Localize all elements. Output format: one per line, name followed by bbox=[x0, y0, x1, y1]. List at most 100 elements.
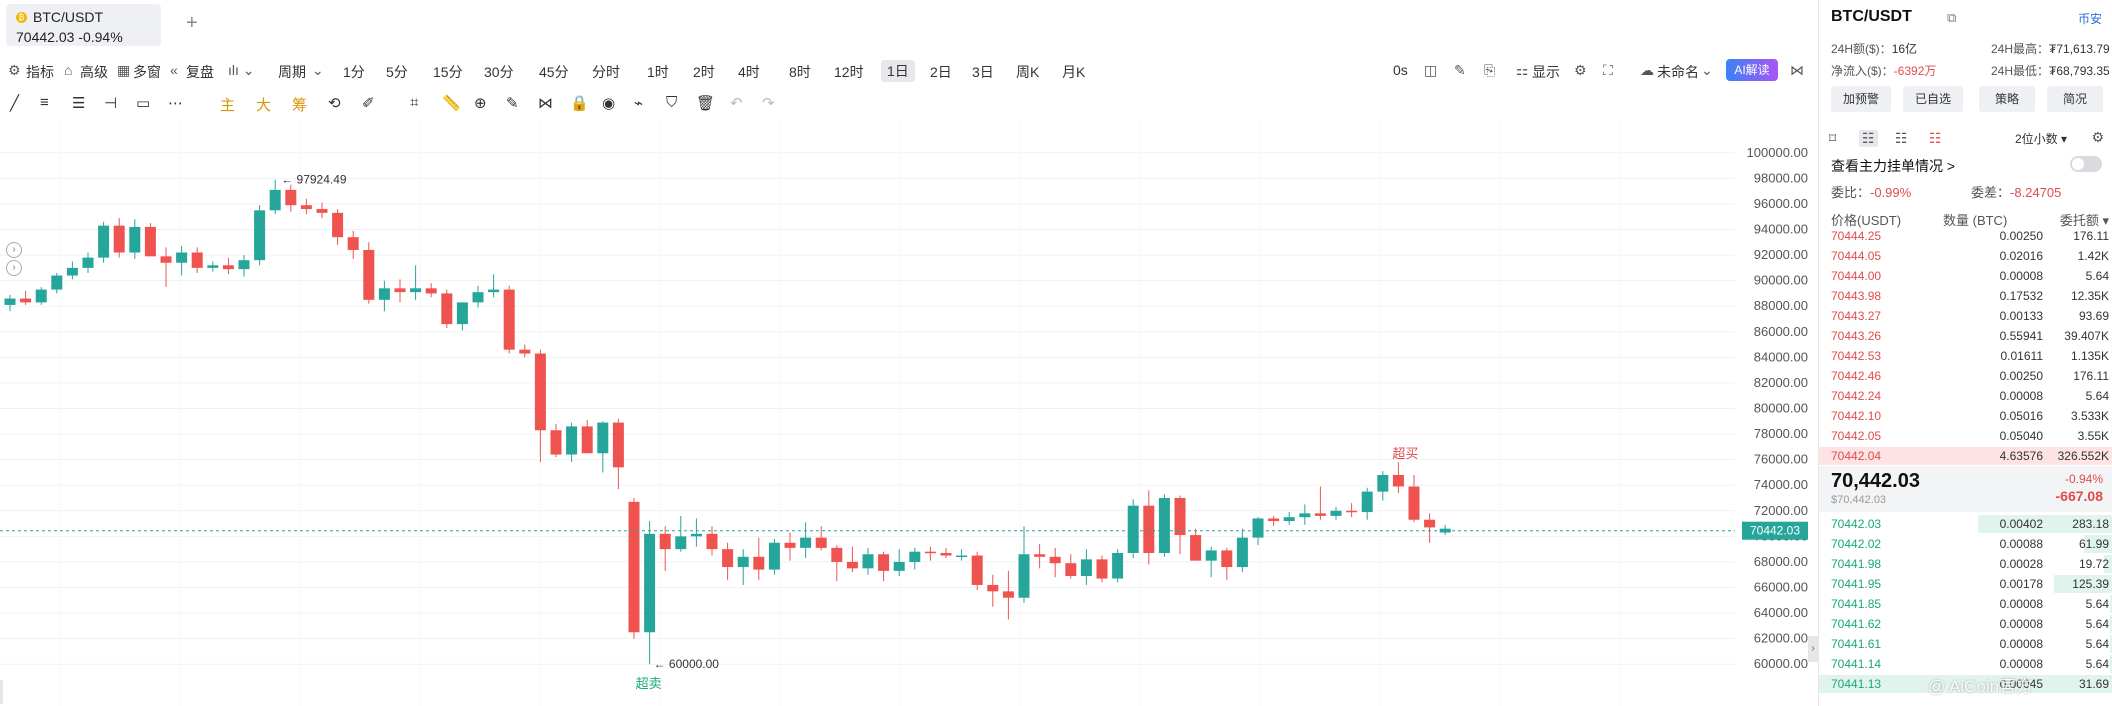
ai-analysis-button[interactable]: AI解读 bbox=[1726, 59, 1778, 81]
fullscreen-icon[interactable]: ⛶ bbox=[1603, 62, 1613, 78]
copy-icon[interactable]: ⧉ bbox=[1947, 10, 1957, 25]
undo-icon[interactable]: ↶ bbox=[730, 95, 743, 112]
bid-row[interactable]: 70441.85 0.00008 5.64 bbox=[1819, 594, 2112, 614]
candle-body bbox=[1080, 559, 1092, 576]
interval-3[interactable]: 30分 bbox=[484, 64, 514, 80]
interval-8[interactable]: 4时 bbox=[738, 64, 760, 80]
link-icon[interactable]: ⌁ bbox=[634, 95, 644, 112]
brush-icon[interactable]: ✎ bbox=[506, 95, 519, 112]
ruler-icon[interactable]: 📏 bbox=[442, 95, 461, 112]
pencil-icon[interactable]: ✎ bbox=[1454, 62, 1466, 78]
crop-icon[interactable]: ⌗ bbox=[410, 94, 419, 111]
filter-icon[interactable]: ⛉ bbox=[666, 94, 678, 111]
overview-button[interactable]: 简况 bbox=[2047, 86, 2103, 112]
interval-4[interactable]: 45分 bbox=[539, 64, 569, 80]
ask-row[interactable]: 70442.53 0.01611 1.135K bbox=[1819, 346, 2112, 366]
camera-icon[interactable]: ◫ bbox=[1424, 62, 1438, 78]
bid-row[interactable]: 70442.03 0.00402 283.18 bbox=[1819, 514, 2112, 534]
candlestick-chart[interactable]: 100000.00 98000.00 96000.00 94000.00 92000.0… bbox=[0, 120, 1818, 706]
gear-icon[interactable]: ⚙ bbox=[2091, 129, 2104, 145]
interval-1[interactable]: 5分 bbox=[386, 64, 408, 80]
add-tab-button[interactable]: + bbox=[186, 12, 198, 34]
magnet-icon[interactable]: ⊕ bbox=[474, 95, 487, 112]
watchlist-button[interactable]: 已自选 bbox=[1903, 86, 1963, 112]
bid-row[interactable]: 70441.13 0.00045 31.69 bbox=[1819, 674, 2112, 694]
orderbook-bids-icon[interactable]: ☷ bbox=[1895, 130, 1908, 146]
pattern-icon[interactable]: ⋈ bbox=[538, 95, 553, 112]
bid-row[interactable]: 70441.14 0.00008 5.64 bbox=[1819, 654, 2112, 674]
tab-btc-usdt[interactable]: ₿ BTC/USDT 70442.03 -0.94% bbox=[6, 4, 161, 46]
layout-name-dropdown[interactable]: 未命名 bbox=[1657, 64, 1699, 80]
ask-row[interactable]: 70444.00 0.00008 5.64 bbox=[1819, 266, 2112, 286]
interval-12[interactable]: 2日 bbox=[930, 64, 952, 80]
horizontal-ray-icon[interactable]: ⊣ bbox=[104, 95, 118, 112]
bid-row[interactable]: 70441.98 0.00028 19.72 bbox=[1819, 554, 2112, 574]
display-button[interactable]: 显示 bbox=[1532, 64, 1560, 80]
chat-icon[interactable]: ⌑ bbox=[1829, 130, 1837, 146]
redo-icon[interactable]: ↷ bbox=[762, 95, 775, 112]
main-force-orders-link[interactable]: 查看主力挂单情况 > bbox=[1831, 158, 1956, 174]
sync-icon[interactable]: ⟲ bbox=[328, 95, 341, 112]
more-tools-icon[interactable]: ⋯ bbox=[168, 95, 183, 112]
lock-icon[interactable]: 🔒 bbox=[570, 95, 589, 112]
settings-icon[interactable]: ⚙ bbox=[1574, 62, 1587, 78]
total-column-header[interactable]: 委托额 ▾ bbox=[2059, 213, 2109, 228]
horizontal-lines-icon[interactable]: ☰ bbox=[72, 95, 86, 112]
interval-7[interactable]: 2时 bbox=[693, 64, 715, 80]
interval-11[interactable]: 1日 bbox=[881, 60, 915, 82]
chart-type-icon[interactable]: ılı ⌄ bbox=[228, 62, 255, 78]
ask-row[interactable]: 70442.24 0.00008 5.64 bbox=[1819, 386, 2112, 406]
add-alert-button[interactable]: 加预警 bbox=[1831, 86, 1891, 112]
candle-body bbox=[753, 556, 765, 570]
draw-toggle-icon[interactable]: ✐ bbox=[362, 95, 375, 112]
eye-icon[interactable]: ◉ bbox=[602, 95, 616, 112]
line-tool-icon[interactable]: ╱ bbox=[10, 95, 20, 112]
multi-window-button[interactable]: 多窗 bbox=[133, 64, 161, 80]
orderbook-both-icon[interactable]: ☷ bbox=[1859, 130, 1878, 147]
interval-6[interactable]: 1时 bbox=[647, 64, 669, 80]
orderbook-asks-icon[interactable]: ☷ bbox=[1929, 130, 1942, 146]
share-icon[interactable]: ⋈ bbox=[1790, 62, 1804, 78]
period-dropdown[interactable]: 周期 bbox=[278, 64, 306, 80]
ask-row[interactable]: 70444.05 0.02016 1.42K bbox=[1819, 246, 2112, 266]
ask-row[interactable]: 70442.46 0.00250 176.11 bbox=[1819, 366, 2112, 386]
interval-2[interactable]: 15分 bbox=[433, 64, 463, 80]
ask-row[interactable]: 70443.98 0.17532 12.35K bbox=[1819, 286, 2112, 306]
expand-icon[interactable]: › bbox=[6, 260, 22, 276]
interval-10[interactable]: 12时 bbox=[834, 64, 864, 80]
parallel-lines-icon[interactable]: ≡ bbox=[40, 94, 49, 111]
chip-distribution-button[interactable]: 筹 bbox=[292, 97, 308, 114]
interval-13[interactable]: 3日 bbox=[972, 64, 994, 80]
ask-row[interactable]: 70444.25 0.00250 176.11 bbox=[1819, 226, 2112, 246]
main-force-toggle[interactable] bbox=[2070, 156, 2102, 172]
ask-row[interactable]: 70442.05 0.05040 3.55K bbox=[1819, 426, 2112, 446]
interval-5[interactable]: 分时 bbox=[592, 64, 620, 80]
bid-row[interactable]: 70441.62 0.00008 5.64 bbox=[1819, 614, 2112, 634]
bid-row[interactable]: 70442.02 0.00088 61.99 bbox=[1819, 534, 2112, 554]
ask-row[interactable]: 70442.10 0.05016 3.533K bbox=[1819, 406, 2112, 426]
trash-icon[interactable]: 🗑 bbox=[696, 95, 716, 112]
replay-button[interactable]: 复盘 bbox=[186, 64, 214, 80]
interval-14[interactable]: 周K bbox=[1016, 64, 1040, 80]
interval-15[interactable]: 月K bbox=[1062, 64, 1086, 80]
alert-icon[interactable]: ⎘ bbox=[1484, 62, 1496, 78]
big-order-button[interactable]: 大 bbox=[256, 97, 272, 114]
exchange-link[interactable]: 币安 bbox=[2077, 12, 2102, 26]
expand-icon[interactable]: › bbox=[6, 242, 22, 258]
main-indicator-button[interactable]: 主 bbox=[220, 97, 236, 114]
interval-0[interactable]: 1分 bbox=[343, 64, 365, 80]
ask-row[interactable]: 70443.27 0.00133 93.69 bbox=[1819, 306, 2112, 326]
bid-row[interactable]: 70441.61 0.00008 5.64 bbox=[1819, 634, 2112, 654]
seconds-label[interactable]: 0s bbox=[1393, 62, 1408, 78]
chart-svg[interactable]: 100000.00 98000.00 96000.00 94000.00 92000.0… bbox=[0, 120, 1818, 706]
ask-row[interactable]: 70442.04 4.63576 326.552K bbox=[1819, 446, 2112, 466]
rectangle-icon[interactable]: ▭ bbox=[136, 95, 151, 112]
advanced-button[interactable]: 高级 bbox=[80, 64, 108, 80]
collapse-panel-button[interactable]: › bbox=[1808, 636, 1818, 662]
bid-row[interactable]: 70441.95 0.00178 125.39 bbox=[1819, 574, 2112, 594]
ask-row[interactable]: 70443.26 0.55941 39.407K bbox=[1819, 326, 2112, 346]
strategy-button[interactable]: 策略 bbox=[1979, 86, 2035, 112]
decimals-dropdown[interactable]: 2位小数 ▾ bbox=[2015, 132, 2068, 146]
indicator-button[interactable]: 指标 bbox=[26, 64, 54, 80]
interval-9[interactable]: 8时 bbox=[789, 64, 811, 80]
